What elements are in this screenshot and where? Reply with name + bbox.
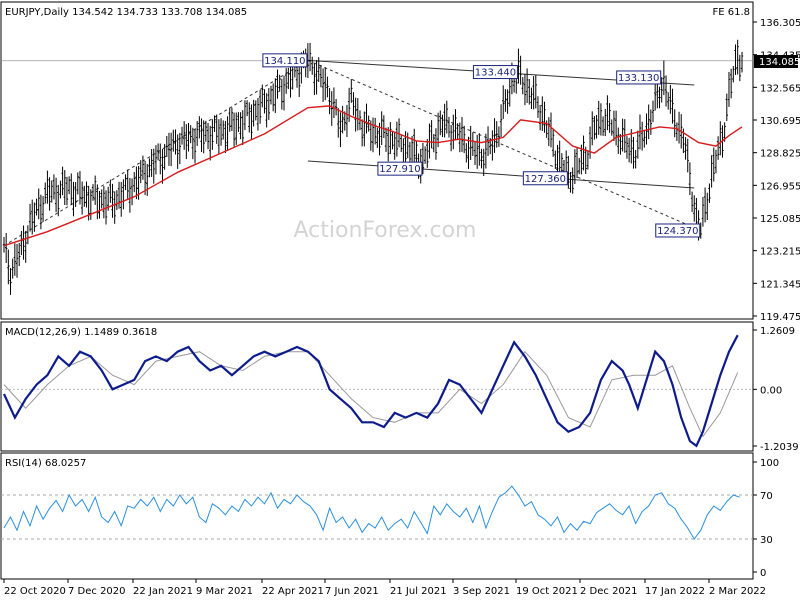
x-tick-label: 2 Dec 2021 <box>580 586 638 597</box>
rsi-line <box>3 485 740 540</box>
macd-panel <box>1 334 753 448</box>
annotation-box <box>377 161 423 176</box>
moving-average-line <box>3 105 743 247</box>
last-price-tag <box>754 55 798 68</box>
price-y-tick-label: 119.475 <box>760 312 800 323</box>
dashed-trendline <box>3 59 309 247</box>
x-tick-label: 22 Oct 2020 <box>4 586 66 597</box>
rsi-y-tick-label: 30 <box>760 535 773 546</box>
rsi-panel-frame <box>0 452 754 580</box>
annotation-box <box>472 65 518 80</box>
annotation-box <box>655 223 701 238</box>
price-y-tick-label: 123.215 <box>760 247 800 258</box>
annotation-label: 133.440 <box>475 68 516 79</box>
price-y-tick-label: 132.565 <box>760 83 800 94</box>
macd-panel-frame <box>0 321 754 452</box>
x-tick-label: 17 Jan 2022 <box>645 586 705 597</box>
macd-signal-line <box>3 350 739 438</box>
price-y-tick-label: 128.825 <box>760 149 800 160</box>
rsi-title: RSI(14) 68.0257 <box>5 458 86 469</box>
price-panel: 134.110 133.440 133.130 127.910 127.360 124.3… <box>1 39 753 295</box>
price-panel-frame <box>0 1 754 320</box>
x-tick-label: 7 Dec 2020 <box>68 586 126 597</box>
x-tick-label: 3 Sep 2021 <box>453 586 510 597</box>
macd-y-tick-label: 1.2609 <box>760 326 795 337</box>
x-tick-label: 9 Mar 2021 <box>196 586 253 597</box>
price-y-tick-label: 121.345 <box>760 279 800 290</box>
price-y-tick-label: 125.085 <box>760 214 800 225</box>
symbol-info: EURJPY,Daily 134.542 134.733 133.708 134… <box>5 7 247 18</box>
rsi-y-tick-label: 100 <box>760 458 779 469</box>
macd-y-tick-label: -1.2039 <box>760 442 799 453</box>
annotation-label: 124.370 <box>657 226 698 237</box>
annotation-box <box>616 70 662 85</box>
watermark-text: ActionForex.com <box>294 218 477 243</box>
price-y-tick-label: 130.695 <box>760 116 800 127</box>
x-tick-label: 22 Jan 2021 <box>133 586 193 597</box>
annotation-label: 127.360 <box>525 174 566 185</box>
annotation-box <box>522 171 568 186</box>
last-price-label: 134.085 <box>759 57 800 68</box>
annotation-label: 134.110 <box>264 56 305 67</box>
annotation-label: 127.910 <box>379 164 420 175</box>
price-y-tick-label: 126.955 <box>760 181 800 192</box>
macd-y-tick-label: 0.00 <box>760 385 782 396</box>
rsi-y-tick-label: 70 <box>760 491 773 502</box>
macd-line <box>3 334 739 448</box>
x-tick-label: 22 Apr 2021 <box>262 586 324 597</box>
x-tick-label: 21 Jul 2021 <box>390 586 447 597</box>
annotation-box <box>262 53 308 68</box>
panel-frames <box>0 1 754 580</box>
rsi-panel <box>1 485 753 540</box>
macd-title: MACD(12,26,9) 1.1489 0.3618 <box>5 327 157 338</box>
fe-label: FE 61.8 <box>712 7 750 18</box>
dashed-trendline <box>307 59 701 231</box>
x-tick-label: 2 Mar 2022 <box>709 586 766 597</box>
x-tick-label: 7 Jun 2021 <box>325 586 379 597</box>
price-y-tick-label: 136.305 <box>760 18 800 29</box>
channel-trendline <box>307 160 695 189</box>
annotation-label: 133.130 <box>618 73 659 84</box>
rsi-y-tick-label: 0 <box>760 568 766 579</box>
x-tick-label: 19 Oct 2021 <box>516 586 578 597</box>
